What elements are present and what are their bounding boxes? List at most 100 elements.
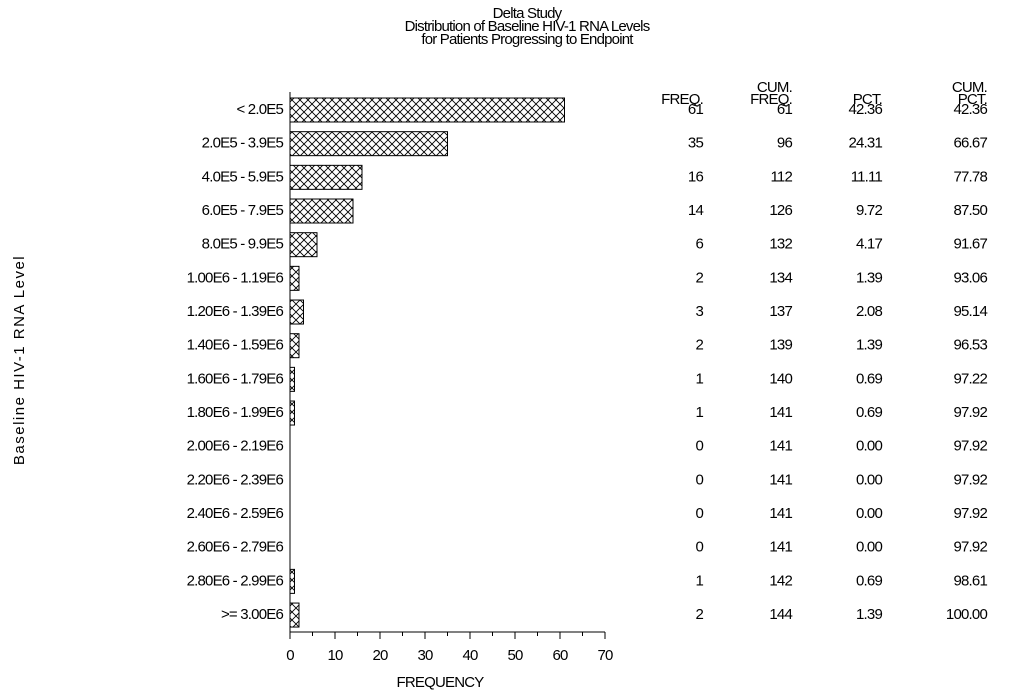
freq-cell: 3 <box>695 303 703 320</box>
cum-pct-cell: 42.36 <box>953 101 987 118</box>
column-header: FREQ. <box>750 91 792 108</box>
pct-cell: 2.08 <box>856 303 882 320</box>
pct-cell: 1.39 <box>856 337 882 354</box>
column-header: CUM. <box>952 79 987 96</box>
cum-freq-cell: 141 <box>769 471 792 488</box>
y-tick-label: 1.40E6 - 1.59E6 <box>187 337 284 354</box>
cum-freq-cell: 139 <box>769 337 792 354</box>
bar <box>289 602 300 628</box>
bar <box>289 198 354 224</box>
cum-freq-cell: 137 <box>769 303 792 320</box>
freq-cell: 1 <box>695 572 703 589</box>
pct-cell: 1.39 <box>856 606 882 623</box>
freq-cell: 2 <box>695 269 703 286</box>
y-tick-label: 2.20E6 - 2.39E6 <box>187 471 284 488</box>
y-tick-label: 8.0E5 - 9.9E5 <box>202 236 284 253</box>
pct-cell: 42.36 <box>848 101 882 118</box>
freq-cell: 2 <box>695 606 703 623</box>
cum-pct-cell: 91.67 <box>953 236 987 253</box>
cum-freq-cell: 61 <box>777 101 793 118</box>
cum-pct-cell: 97.92 <box>953 471 987 488</box>
y-tick-label: 1.20E6 - 1.39E6 <box>187 303 284 320</box>
y-tick-label: < 2.0E5 <box>236 101 283 118</box>
x-tick-label: 40 <box>462 647 478 664</box>
cum-freq-cell: 132 <box>769 236 792 253</box>
freq-cell: 1 <box>695 370 703 387</box>
x-axis-label: FREQUENCY <box>397 674 485 691</box>
cum-pct-cell: 100.00 <box>946 606 988 623</box>
freq-cell: 14 <box>688 202 704 219</box>
bar <box>289 568 295 594</box>
freq-cell: 16 <box>688 168 704 185</box>
freq-cell: 0 <box>695 505 703 522</box>
column-header: FREQ. <box>661 91 703 108</box>
freq-cell: 2 <box>695 337 703 354</box>
chart-title: Distribution of Baseline HIV-1 RNA Level… <box>405 18 650 35</box>
x-tick-label: 30 <box>417 647 433 664</box>
cum-pct-cell: 98.61 <box>953 572 987 589</box>
cum-freq-cell: 141 <box>769 438 792 455</box>
pct-cell: 4.17 <box>856 236 882 253</box>
y-tick-label: 2.40E6 - 2.59E6 <box>187 505 284 522</box>
cum-freq-cell: 141 <box>769 404 792 421</box>
freq-cell: 1 <box>695 404 703 421</box>
cum-freq-cell: 134 <box>769 269 792 286</box>
bar <box>289 299 304 325</box>
column-header: PCT. <box>958 91 987 108</box>
cum-pct-cell: 97.92 <box>953 404 987 421</box>
pct-cell: 0.00 <box>856 505 882 522</box>
pct-cell: 0.69 <box>856 404 882 421</box>
y-tick-label: 2.60E6 - 2.79E6 <box>187 539 284 556</box>
y-tick-label: 2.0E5 - 3.9E5 <box>202 135 284 152</box>
y-axis-label: Baseline HIV-1 RNA Level <box>11 255 28 465</box>
y-tick-label: 4.0E5 - 5.9E5 <box>202 168 284 185</box>
y-tick-label: >= 3.00E6 <box>221 606 283 623</box>
cum-freq-cell: 112 <box>770 168 792 185</box>
x-tick-label: 10 <box>327 647 343 664</box>
cum-freq-cell: 144 <box>769 606 792 623</box>
cum-pct-cell: 97.92 <box>953 438 987 455</box>
cum-pct-cell: 77.78 <box>953 168 987 185</box>
cum-freq-cell: 140 <box>769 370 792 387</box>
column-header: PCT. <box>853 91 882 108</box>
bar <box>289 333 300 359</box>
cum-freq-cell: 126 <box>769 202 792 219</box>
cum-pct-cell: 97.92 <box>953 539 987 556</box>
bar <box>289 164 363 190</box>
freq-cell: 0 <box>695 438 703 455</box>
bar <box>289 366 295 392</box>
chart-title: for Patients Progressing to Endpoint <box>421 31 634 48</box>
pct-cell: 9.72 <box>856 202 882 219</box>
y-tick-label: 1.80E6 - 1.99E6 <box>187 404 284 421</box>
bar <box>289 400 295 426</box>
cum-freq-cell: 141 <box>769 539 792 556</box>
freq-cell: 0 <box>695 471 703 488</box>
freq-cell: 0 <box>695 539 703 556</box>
pct-cell: 0.00 <box>856 471 882 488</box>
y-tick-label: 1.00E6 - 1.19E6 <box>187 269 284 286</box>
cum-pct-cell: 96.53 <box>953 337 987 354</box>
freq-cell: 61 <box>688 101 704 118</box>
y-tick-label: 6.0E5 - 7.9E5 <box>202 202 284 219</box>
pct-cell: 24.31 <box>848 135 882 152</box>
cum-pct-cell: 93.06 <box>953 269 987 286</box>
column-header: CUM. <box>757 79 792 96</box>
x-tick-label: 20 <box>372 647 388 664</box>
freq-cell: 6 <box>695 236 703 253</box>
bar <box>289 232 318 258</box>
cum-pct-cell: 87.50 <box>953 202 987 219</box>
pct-cell: 0.69 <box>856 370 882 387</box>
pct-cell: 1.39 <box>856 269 882 286</box>
x-tick-label: 70 <box>597 647 613 664</box>
y-tick-label: 2.80E6 - 2.99E6 <box>187 572 284 589</box>
chart-title: Delta Study <box>493 5 563 22</box>
cum-pct-cell: 97.92 <box>953 505 987 522</box>
x-tick-label: 50 <box>507 647 523 664</box>
y-tick-label: 2.00E6 - 2.19E6 <box>187 438 284 455</box>
cum-pct-cell: 95.14 <box>953 303 987 320</box>
pct-cell: 11.11 <box>851 168 883 185</box>
bar <box>289 265 300 291</box>
x-tick-label: 60 <box>552 647 568 664</box>
cum-freq-cell: 142 <box>769 572 792 589</box>
